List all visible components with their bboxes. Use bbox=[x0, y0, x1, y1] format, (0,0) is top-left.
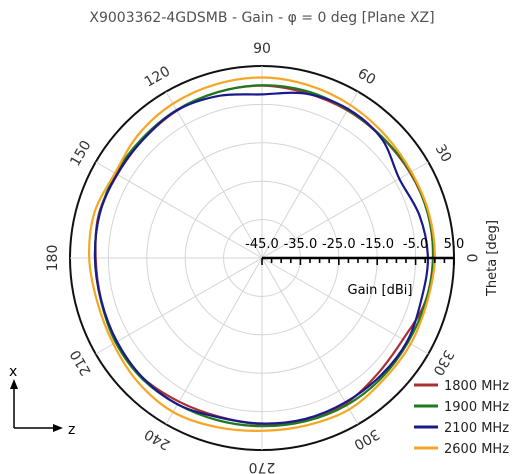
angle-tick-label: 0 bbox=[463, 254, 479, 263]
angle-tick-label: 60 bbox=[355, 66, 378, 89]
grid-spoke bbox=[261, 161, 429, 259]
angular-grid-spokes bbox=[70, 66, 454, 450]
x-axis-letter: x bbox=[9, 364, 17, 380]
radial-tick-label: -25.0 bbox=[322, 237, 356, 252]
radial-tick-label: 5.0 bbox=[444, 237, 465, 252]
angle-tick-label: 240 bbox=[142, 425, 173, 452]
radial-tick-label: -35.0 bbox=[284, 237, 318, 252]
angle-tick-label: 210 bbox=[67, 347, 94, 378]
radial-tick-label: -45.0 bbox=[245, 237, 279, 252]
angle-tick-label: 180 bbox=[45, 245, 61, 272]
legend-label: 2600 MHz bbox=[444, 442, 509, 457]
angle-tick-label: 30 bbox=[432, 142, 455, 165]
grid-spoke bbox=[261, 257, 429, 355]
legend-label: 1900 MHz bbox=[444, 400, 509, 415]
series-line-2100-mhz bbox=[93, 91, 430, 425]
grid-spoke bbox=[95, 161, 263, 259]
angle-tick-label: 150 bbox=[67, 138, 94, 169]
z-axis-letter: z bbox=[68, 422, 75, 438]
radial-tick-label: -5.0 bbox=[403, 237, 428, 252]
angular-tick-labels: 0 30 60 90 120 150 180 210 240 270 300 330 bbox=[45, 41, 479, 474]
coordinate-indicator: x z bbox=[9, 364, 75, 438]
series-line-2600-mhz bbox=[87, 76, 436, 432]
grid-spoke bbox=[165, 257, 263, 425]
grid-spoke bbox=[261, 91, 359, 259]
grid-spoke bbox=[261, 257, 359, 425]
angle-tick-label: 330 bbox=[429, 347, 456, 378]
legend-label: 1800 MHz bbox=[444, 379, 509, 394]
chart-title: X9003362-4GDSMB - Gain - φ = 0 deg [Plan… bbox=[89, 10, 434, 26]
angle-tick-label: 120 bbox=[142, 63, 173, 90]
series-lines bbox=[87, 76, 436, 432]
x-axis-arrowhead-icon bbox=[10, 379, 18, 389]
radial-axis: -45.0 -35.0 -25.0 -15.0 -5.0 5.0 bbox=[245, 237, 464, 265]
z-axis-arrowhead-icon bbox=[53, 424, 63, 432]
angle-tick-label: 90 bbox=[253, 41, 271, 57]
angle-tick-label: 300 bbox=[351, 425, 382, 452]
legend: 1800 MHz 1900 MHz 2100 MHz 2600 MHz bbox=[414, 379, 509, 457]
radial-axis-label: Gain [dBi] bbox=[348, 283, 413, 298]
radial-tick-label: -15.0 bbox=[360, 237, 394, 252]
angular-axis-label: Theta [deg] bbox=[485, 220, 500, 297]
angle-tick-label: 270 bbox=[249, 459, 276, 474]
grid-spoke bbox=[165, 91, 263, 259]
grid-spoke bbox=[95, 257, 263, 355]
legend-label: 2100 MHz bbox=[444, 421, 509, 436]
